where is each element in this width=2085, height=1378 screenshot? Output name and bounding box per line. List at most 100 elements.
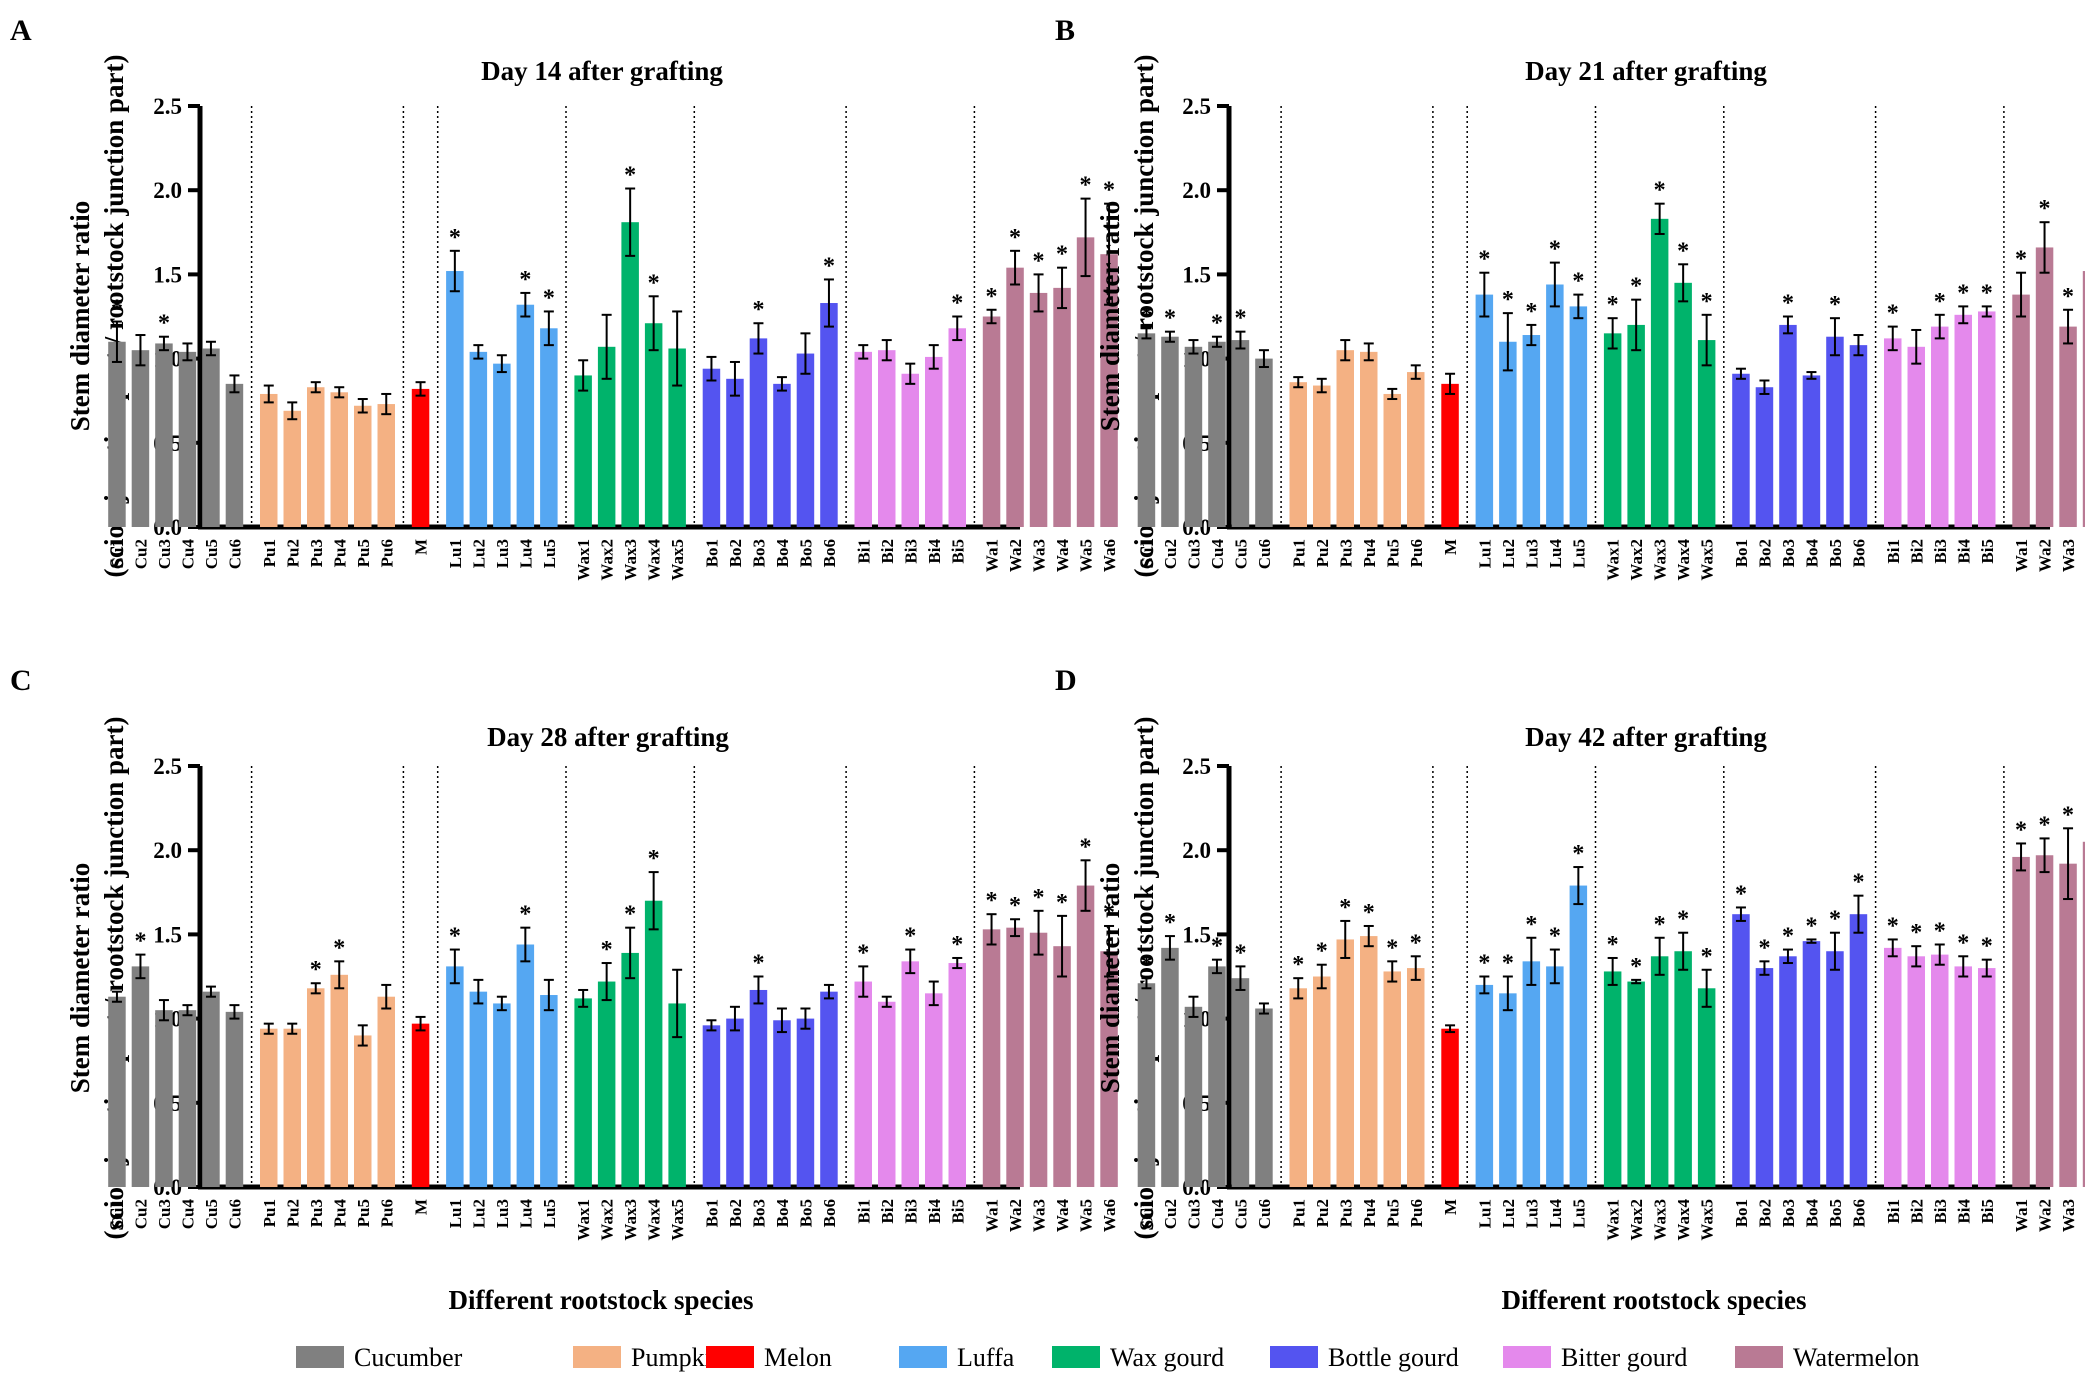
x-tick-label: Wax1 — [574, 1199, 593, 1241]
x-tick-label: M — [412, 539, 431, 555]
bar — [1137, 333, 1156, 527]
bar — [854, 351, 872, 527]
bar — [2059, 863, 2077, 1187]
bar — [749, 989, 768, 1187]
legend-label: Cucumber — [354, 1343, 463, 1372]
x-tick-label: M — [1441, 1199, 1460, 1215]
significance-star: * — [823, 253, 835, 279]
bar — [1650, 218, 1669, 527]
x-tick-label: Bi1 — [1884, 539, 1903, 564]
bar — [493, 1003, 511, 1187]
x-tick-label: Cu4 — [178, 539, 197, 570]
legend-label: Watermelon — [1793, 1343, 1919, 1372]
bar — [1161, 947, 1179, 1187]
x-tick-label: Bi4 — [1954, 1199, 1973, 1224]
x-tick-label: Cu4 — [178, 1199, 197, 1230]
bar — [1137, 983, 1156, 1187]
bar — [178, 351, 197, 527]
x-tick-label: Bo2 — [1755, 539, 1774, 567]
x-tick-label: Wa5 — [1077, 1199, 1096, 1232]
bar — [1627, 981, 1645, 1187]
x-tick-label: Cu3 — [155, 1199, 174, 1229]
bar-group-pumpkin: Pu1 Pu2 * Pu3 * Pu4 Pu5 Pu6 — [260, 935, 397, 1227]
bar — [1802, 375, 1821, 527]
significance-star: * — [1525, 912, 1537, 938]
bar — [411, 388, 430, 527]
significance-star: * — [1654, 912, 1666, 938]
bar — [1407, 968, 1425, 1187]
x-tick-label: Bi2 — [1907, 539, 1926, 564]
bar — [260, 393, 278, 527]
bar — [1779, 956, 1797, 1187]
bar — [1360, 936, 1378, 1187]
bar — [1076, 237, 1095, 528]
bar — [354, 1035, 372, 1187]
bar — [1360, 351, 1378, 527]
significance-star: * — [1140, 302, 1152, 328]
significance-star: * — [1478, 247, 1490, 273]
significance-star: * — [986, 888, 998, 914]
x-tick-label: Lu1 — [1475, 539, 1494, 568]
bar — [574, 375, 592, 527]
bar — [1755, 387, 1774, 527]
bar — [1779, 324, 1797, 527]
bar-group-wax-gourd: Wax1 Wax2 * Wax3 * Wax4 Wax5 — [574, 163, 687, 581]
bar-group-wax-gourd: * Wax1 * Wax2 * Wax3 * Wax4 * Wax5 — [1604, 178, 1717, 581]
legend: Cucumber Pumpkin Melon Luffa Wax gourd Bottle… — [296, 1343, 1919, 1372]
bar — [1569, 306, 1588, 527]
bar — [982, 929, 1001, 1187]
x-tick-label: Bo1 — [1732, 539, 1751, 567]
x-tick-label: Pu3 — [307, 539, 326, 567]
bar — [820, 991, 838, 1187]
chart-panel-b: B Day 21 after grafting Stem diameter rati… — [1055, 14, 2085, 581]
bar — [1954, 966, 1972, 1187]
bar — [446, 966, 464, 1187]
legend-swatch — [1503, 1346, 1551, 1368]
significance-star: * — [310, 957, 322, 983]
bar — [1627, 324, 1645, 527]
bar — [354, 405, 372, 527]
bar — [469, 351, 488, 527]
bar — [516, 944, 535, 1187]
significance-star: * — [1164, 306, 1176, 332]
x-tick-label: Bo3 — [1779, 539, 1798, 567]
bar — [668, 1003, 686, 1187]
x-tick-label: Wax2 — [1627, 1199, 1646, 1241]
x-tick-label: Lu4 — [516, 539, 535, 569]
bar — [202, 348, 220, 527]
bar — [1826, 336, 1844, 527]
bar — [155, 343, 173, 527]
legend-item-watermelon: Watermelon — [1735, 1343, 1919, 1372]
bar — [1475, 984, 1494, 1187]
bar-group-luffa: * Lu1 * Lu2 * Lu3 * Lu4 * Lu5 — [1475, 237, 1588, 569]
significance-star: * — [1502, 287, 1514, 313]
legend-label: Luffa — [957, 1343, 1015, 1372]
significance-star: * — [904, 924, 916, 950]
x-tick-label: Lu3 — [493, 539, 512, 568]
legend-label: Bitter gourd — [1561, 1343, 1687, 1372]
x-tick-label: Lu4 — [1546, 539, 1565, 569]
x-tick-label: Bo6 — [1849, 1199, 1868, 1227]
x-tick-label: Cu1 — [108, 539, 127, 569]
significance-star: * — [1735, 881, 1747, 907]
x-tick-label: Pu4 — [330, 1199, 349, 1228]
y-tick-label: 2.5 — [1182, 754, 1211, 779]
bar — [225, 383, 244, 527]
bar-group-bitter-gourd: * Bi1 Bi2 * Bi3 Bi4 * Bi5 — [854, 924, 967, 1224]
y-axis-title: Stem diameter ratio — [65, 201, 95, 431]
bar — [1849, 914, 1868, 1187]
significance-star: * — [519, 902, 531, 928]
significance-star: * — [1957, 280, 1969, 306]
significance-star: * — [1502, 951, 1514, 977]
x-tick-label: Wa2 — [2036, 1199, 2055, 1232]
y-tick-label: 1.5 — [1182, 262, 1211, 287]
significance-star: * — [1103, 178, 1115, 204]
legend-item-luffa: Luffa — [899, 1343, 1015, 1372]
x-tick-label: Wa1 — [2012, 1199, 2031, 1232]
y-tick-label: 2.5 — [153, 754, 182, 779]
x-tick-label: Cu2 — [1161, 539, 1180, 569]
significance-star: * — [1607, 932, 1619, 958]
significance-star: * — [1607, 292, 1619, 318]
